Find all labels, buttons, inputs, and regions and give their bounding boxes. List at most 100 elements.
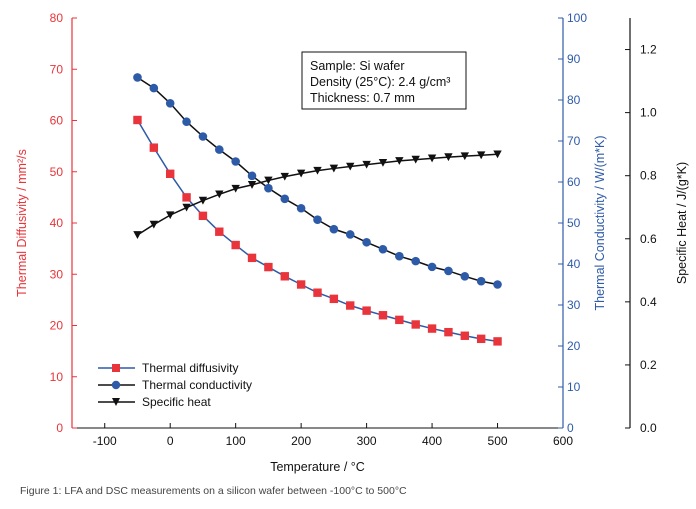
sample-info-line-3: Thickness: 0.7 mm: [310, 91, 415, 105]
sample-info-frame: [301, 51, 467, 110]
thermal-diffusivity-point: [166, 169, 175, 178]
thermal-conductivity-point: [198, 132, 208, 141]
legend-conductivity-marker: [111, 380, 121, 390]
sample-info-line-2: Density (25°C): 2.4 g/cm³: [310, 75, 450, 89]
right2-y-tick-label: 0.6: [640, 232, 657, 246]
right2-y-tick-label: 1.2: [640, 43, 657, 57]
sample-info-box: Sample: Si wafer Density (25°C): 2.4 g/c…: [301, 51, 467, 110]
thermal-conductivity-point: [280, 194, 290, 204]
left-y-tick-label: 80: [50, 11, 64, 25]
thermal-conductivity-point: [264, 183, 273, 193]
specific-heat-point: [362, 160, 371, 169]
thermal-diffusivity-point: [264, 262, 273, 272]
right2-y-tick-label: 0.0: [640, 421, 657, 435]
thermal-diffusivity-point: [362, 306, 371, 315]
specific-heat-point: [182, 203, 191, 212]
left-y-tick-label: 70: [50, 62, 64, 76]
thermal-conductivity-point: [329, 224, 339, 234]
left-y-tick-label: 40: [50, 216, 64, 230]
thermal-diffusivity-point: [378, 311, 388, 320]
left-y-tick-label: 50: [50, 165, 64, 179]
right-y-tick-label: 50: [567, 216, 581, 230]
thermal-conductivity-point: [215, 145, 224, 154]
right2-y-tick-label: 1.0: [640, 106, 657, 120]
thermal-diffusivity-point: [231, 240, 240, 250]
thermal-conductivity-point: [313, 215, 322, 225]
left-y-axis-title: Thermal Diffusivity / mm²/s: [15, 149, 29, 297]
specific-heat-point: [133, 231, 142, 239]
thermal-conductivity-point: [362, 237, 371, 247]
specific-heat-point: [264, 176, 273, 185]
thermal-conductivity-point: [231, 157, 240, 166]
thermal-diffusivity-point: [427, 324, 437, 333]
thermal-conductivity-point: [427, 262, 437, 272]
x-tick-label: 400: [422, 434, 442, 448]
thermal-diffusivity-point: [476, 334, 486, 344]
thermal-diffusivity-point: [460, 331, 469, 340]
specific-heat-point: [280, 172, 289, 181]
thermal-conductivity-point: [378, 244, 388, 254]
thermal-diffusivity-point: [411, 320, 420, 329]
thermal-diffusivity-point: [133, 115, 142, 125]
right-y-tick-label: 0: [567, 421, 574, 435]
thermal-conductivity-point: [165, 98, 175, 108]
thermal-conductivity-point: [345, 230, 355, 239]
thermal-conductivity-point: [296, 203, 306, 213]
right-y-tick-label: 80: [567, 93, 581, 107]
x-tick-label: 200: [291, 434, 311, 448]
thermal-diffusivity-point: [346, 301, 355, 310]
thermal-conductivity-point: [476, 276, 486, 286]
specific-heat-point: [460, 152, 469, 161]
thermal-conductivity-point: [444, 266, 453, 276]
right-y-tick-label: 20: [567, 339, 581, 353]
thermal-diffusivity-line: [136, 119, 498, 343]
specific-heat-point: [346, 162, 355, 171]
x-axis-title: Temperature / °C: [270, 460, 365, 474]
right-y-tick-label: 30: [567, 298, 581, 312]
thermal-conductivity-point: [411, 256, 421, 266]
thermal-diffusivity-point: [198, 211, 208, 221]
right-y-tick-label: 60: [567, 175, 581, 189]
right-y-axis-title: Thermal Conductivity / W/(m*K): [593, 135, 607, 310]
legend: Thermal diffusivity Thermal conductivity…: [98, 361, 252, 409]
thermal-conductivity-point: [395, 251, 404, 261]
specific-heat-point: [231, 184, 240, 193]
sample-info-line-1: Sample: Si wafer: [310, 59, 404, 73]
thermal-diffusivity-point: [329, 294, 339, 304]
thermal-diffusivity-point: [395, 315, 404, 325]
thermal-conductivity-point: [493, 280, 502, 289]
series-layer: [133, 73, 502, 346]
thermal-diffusivity-point: [296, 280, 306, 289]
thermal-diffusivity-point: [149, 143, 159, 152]
legend-specific-heat-label: Specific heat: [142, 395, 211, 409]
specific-heat-point: [493, 150, 502, 159]
left-y-tick-label: 30: [50, 267, 64, 281]
specific-heat-point: [313, 166, 322, 175]
figure-caption: Figure 1: LFA and DSC measurements on a …: [20, 485, 407, 497]
right-y-tick-label: 10: [567, 380, 581, 394]
x-tick-label: -100: [93, 434, 117, 448]
left-y-tick-label: 20: [50, 319, 64, 333]
right2-y-tick-label: 0.8: [640, 169, 657, 183]
thermal-conductivity-point: [247, 171, 257, 181]
thermal-diffusivity-point: [182, 193, 191, 202]
thermal-diffusivity-point: [313, 288, 322, 297]
legend-conductivity-label: Thermal conductivity: [142, 378, 252, 392]
thermal-diffusivity-point: [247, 253, 257, 263]
thermal-diffusivity-point: [444, 327, 453, 337]
left-y-tick-label: 0: [56, 421, 63, 435]
specific-heat-point: [444, 153, 453, 162]
thermal-diffusivity-point: [215, 227, 224, 236]
specific-heat-point: [166, 211, 175, 220]
left-y-tick-label: 60: [50, 114, 64, 128]
legend-specific-heat-marker: [112, 398, 120, 406]
x-tick-label: 0: [167, 434, 174, 448]
specific-heat-point: [149, 220, 159, 229]
right-y-tick-label: 40: [567, 257, 581, 271]
specific-heat-point: [215, 190, 224, 199]
right-y-tick-label: 90: [567, 52, 581, 66]
right2-y-axis-title: Specific Heat / J/(g*K): [675, 162, 689, 284]
thermal-conductivity-point: [149, 83, 159, 93]
